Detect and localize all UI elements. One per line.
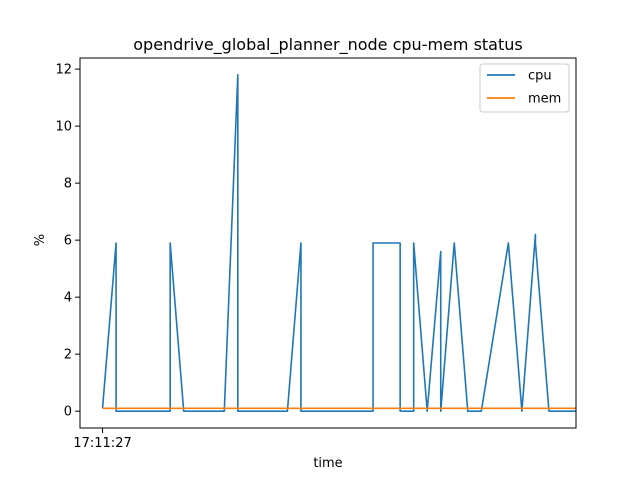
y-tick-label: 12 (55, 63, 72, 78)
plot-frame (79, 57, 577, 429)
y-tick-label: 8 (64, 177, 72, 192)
y-axis-label: % (33, 234, 48, 246)
x-axis-label: time (313, 456, 342, 471)
x-tick-label: 17:11:27 (73, 436, 131, 451)
series-line-cpu (101, 74, 576, 412)
x-axis: 17:11:27 (73, 428, 132, 451)
chart-title: opendrive_global_planner_node cpu-mem st… (133, 35, 522, 55)
y-axis: 0 2 4 6 8 10 12 (55, 63, 80, 420)
legend-label-cpu: cpu (528, 69, 552, 84)
plot-area (101, 74, 576, 412)
y-tick-label: 4 (64, 291, 72, 306)
legend: cpu mem (479, 63, 570, 113)
legend-box (479, 63, 570, 113)
y-tick-label: 2 (64, 348, 72, 363)
legend-label-mem: mem (528, 92, 561, 107)
y-tick-label: 10 (55, 120, 72, 135)
y-tick-label: 6 (64, 234, 72, 249)
y-tick-label: 0 (64, 405, 72, 420)
